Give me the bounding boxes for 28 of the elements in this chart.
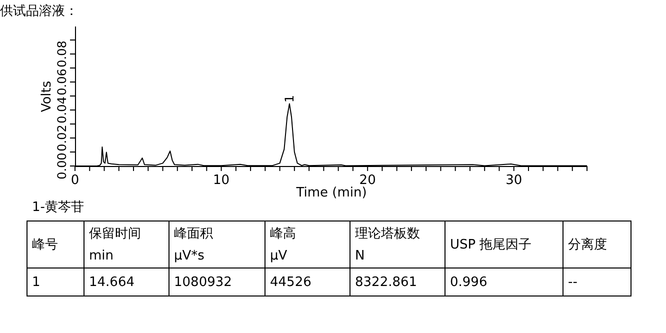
x-tick-label: 20 <box>359 173 376 188</box>
text: 峰高 μV <box>270 226 296 264</box>
text: 保留时间 min <box>89 226 141 264</box>
chart-title: 供试品溶液： <box>0 3 78 19</box>
x-tick-label: 10 <box>213 173 230 188</box>
x-tick-label: 0 <box>70 173 80 188</box>
y-tick-label: 0.06 <box>55 68 69 96</box>
text: 14.664 <box>89 275 134 290</box>
y-tick-label: 0.04 <box>55 96 69 124</box>
text: -- <box>568 275 578 290</box>
annotation: 1 <box>282 94 296 103</box>
y-tick-label: 0.08 <box>55 40 69 68</box>
x-tick-label: 30 <box>506 173 522 188</box>
text: 1-黄芩苷 <box>32 200 84 215</box>
y-axis-title: Volts <box>40 80 54 112</box>
text: 峰面积 μV*s <box>174 226 213 264</box>
text: USP 拖尾因子 <box>450 238 532 252</box>
text: 44526 <box>270 275 312 290</box>
text: 1 <box>32 275 40 290</box>
text: 理论塔板数 N <box>355 226 420 264</box>
text: 0.996 <box>450 275 488 290</box>
text: 分离度 <box>568 236 607 252</box>
text: 1080932 <box>174 275 232 290</box>
text: 峰号 <box>32 238 58 252</box>
y-tick-label: 0.00 <box>55 152 69 180</box>
x-axis-title: Time (min) <box>295 186 367 200</box>
text: 8322.861 <box>355 275 418 290</box>
y-tick-label: 0.02 <box>55 124 69 152</box>
